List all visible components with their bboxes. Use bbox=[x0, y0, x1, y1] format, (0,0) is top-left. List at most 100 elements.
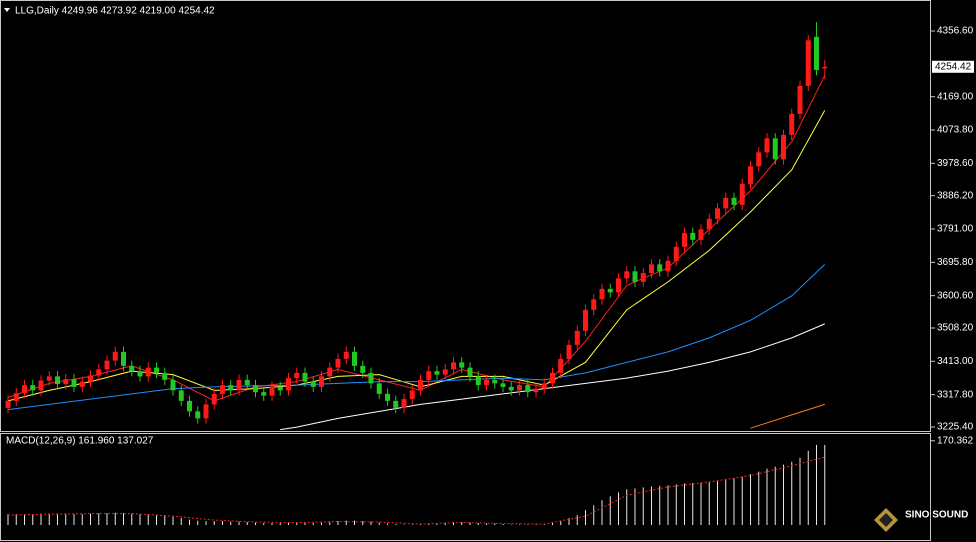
macd-bar bbox=[461, 522, 463, 526]
candle-body bbox=[393, 400, 399, 408]
macd-bar bbox=[774, 466, 776, 526]
macd-bar bbox=[403, 524, 405, 526]
y-tick-label: 3317.80 bbox=[937, 389, 974, 400]
candle-body bbox=[673, 246, 679, 261]
candle-body bbox=[665, 260, 671, 272]
macd-bar bbox=[387, 523, 388, 526]
y-tick-label: 4169.00 bbox=[937, 91, 974, 102]
candle-body bbox=[517, 385, 522, 391]
candle-body bbox=[566, 344, 572, 359]
macd-bar bbox=[246, 522, 248, 526]
macd-bar bbox=[659, 485, 661, 526]
y-tick-label: 4356.60 bbox=[937, 26, 974, 37]
candle-body bbox=[533, 388, 539, 393]
macd-bar bbox=[766, 468, 768, 526]
y-tick-label: 3695.80 bbox=[937, 257, 974, 268]
macd-bar bbox=[222, 521, 223, 526]
candle-body bbox=[261, 392, 267, 396]
macd-bar bbox=[552, 523, 553, 526]
macd-bar bbox=[172, 516, 174, 526]
candle-body bbox=[418, 379, 423, 391]
macd-bar bbox=[378, 522, 380, 526]
macd-bar bbox=[48, 513, 50, 526]
candle-body bbox=[211, 393, 217, 405]
candle-body bbox=[154, 367, 159, 373]
macd-bar bbox=[585, 510, 586, 526]
candle-body bbox=[508, 386, 514, 391]
candle-body bbox=[195, 411, 201, 419]
macd-bar bbox=[510, 524, 512, 526]
macd-bar bbox=[535, 524, 537, 526]
macd-bar bbox=[81, 514, 83, 526]
macd-bar bbox=[502, 524, 504, 526]
macd-bar bbox=[593, 505, 595, 526]
candle-body bbox=[426, 371, 432, 380]
macd-bar bbox=[271, 523, 273, 526]
macd-bar bbox=[692, 482, 694, 526]
macd-bar bbox=[106, 513, 108, 526]
macd-bar bbox=[453, 522, 454, 526]
candle-body bbox=[731, 197, 737, 205]
macd-bar bbox=[205, 521, 207, 526]
y-tick-label: 3791.00 bbox=[937, 224, 974, 235]
candle-body bbox=[640, 273, 646, 282]
macd-bar bbox=[651, 486, 652, 526]
macd-bar bbox=[560, 521, 562, 526]
candle-body bbox=[756, 152, 762, 167]
candle-body bbox=[376, 383, 382, 394]
macd-bar bbox=[7, 514, 9, 526]
macd-bar bbox=[98, 513, 100, 526]
watermark: SINO SOUND bbox=[874, 508, 968, 532]
y-tick-label: 3978.60 bbox=[937, 158, 974, 169]
macd-bar bbox=[494, 523, 496, 526]
macd-bar bbox=[213, 521, 215, 526]
macd-bar bbox=[824, 444, 826, 526]
candle-body bbox=[632, 271, 638, 282]
macd-bar bbox=[642, 487, 644, 526]
candle-body bbox=[22, 385, 27, 394]
macd-bar bbox=[73, 514, 75, 526]
macd-bar bbox=[791, 461, 793, 526]
candle-body bbox=[484, 379, 489, 386]
candle-body bbox=[385, 393, 390, 401]
candle-body bbox=[467, 367, 473, 377]
candle-body bbox=[343, 351, 349, 359]
candle-body bbox=[302, 372, 308, 382]
logo-icon-inner bbox=[879, 513, 893, 527]
candle-body bbox=[360, 365, 366, 373]
candle-body bbox=[145, 367, 151, 377]
candle-body bbox=[583, 309, 588, 331]
y-tick-label: 3886.20 bbox=[937, 190, 974, 201]
macd-bar bbox=[667, 485, 669, 526]
macd-bar bbox=[370, 521, 372, 526]
candle-body bbox=[409, 390, 415, 400]
logo-text: SINO SOUND bbox=[905, 510, 968, 521]
candle-body bbox=[170, 379, 176, 391]
macd-bar bbox=[708, 481, 710, 526]
macd-bar bbox=[717, 480, 718, 526]
candle-body bbox=[690, 232, 696, 240]
macd-bar bbox=[428, 523, 430, 526]
candle-body bbox=[607, 288, 613, 293]
candle-body bbox=[624, 271, 630, 279]
macd-bar bbox=[807, 450, 809, 526]
candle-body bbox=[401, 399, 407, 408]
macd-bar bbox=[279, 523, 281, 526]
macd-bar bbox=[123, 513, 124, 526]
macd-bar bbox=[255, 522, 256, 526]
macd-bar bbox=[576, 515, 578, 526]
macd-bar bbox=[362, 521, 364, 526]
candle-body bbox=[319, 376, 324, 387]
macd-frame bbox=[0, 433, 931, 541]
y-tick-label: 4073.80 bbox=[937, 125, 974, 136]
candle-body bbox=[789, 113, 795, 135]
candle-body bbox=[550, 372, 555, 384]
chart-title: LLG,Daily 4249.96 4273.92 4219.00 4254.4… bbox=[15, 6, 215, 17]
macd-bar bbox=[189, 519, 190, 526]
macd-bar bbox=[609, 496, 611, 526]
candle-body bbox=[558, 358, 564, 373]
menu-triangle bbox=[4, 8, 10, 12]
last-price-box bbox=[932, 60, 974, 73]
candle-body bbox=[112, 351, 118, 361]
